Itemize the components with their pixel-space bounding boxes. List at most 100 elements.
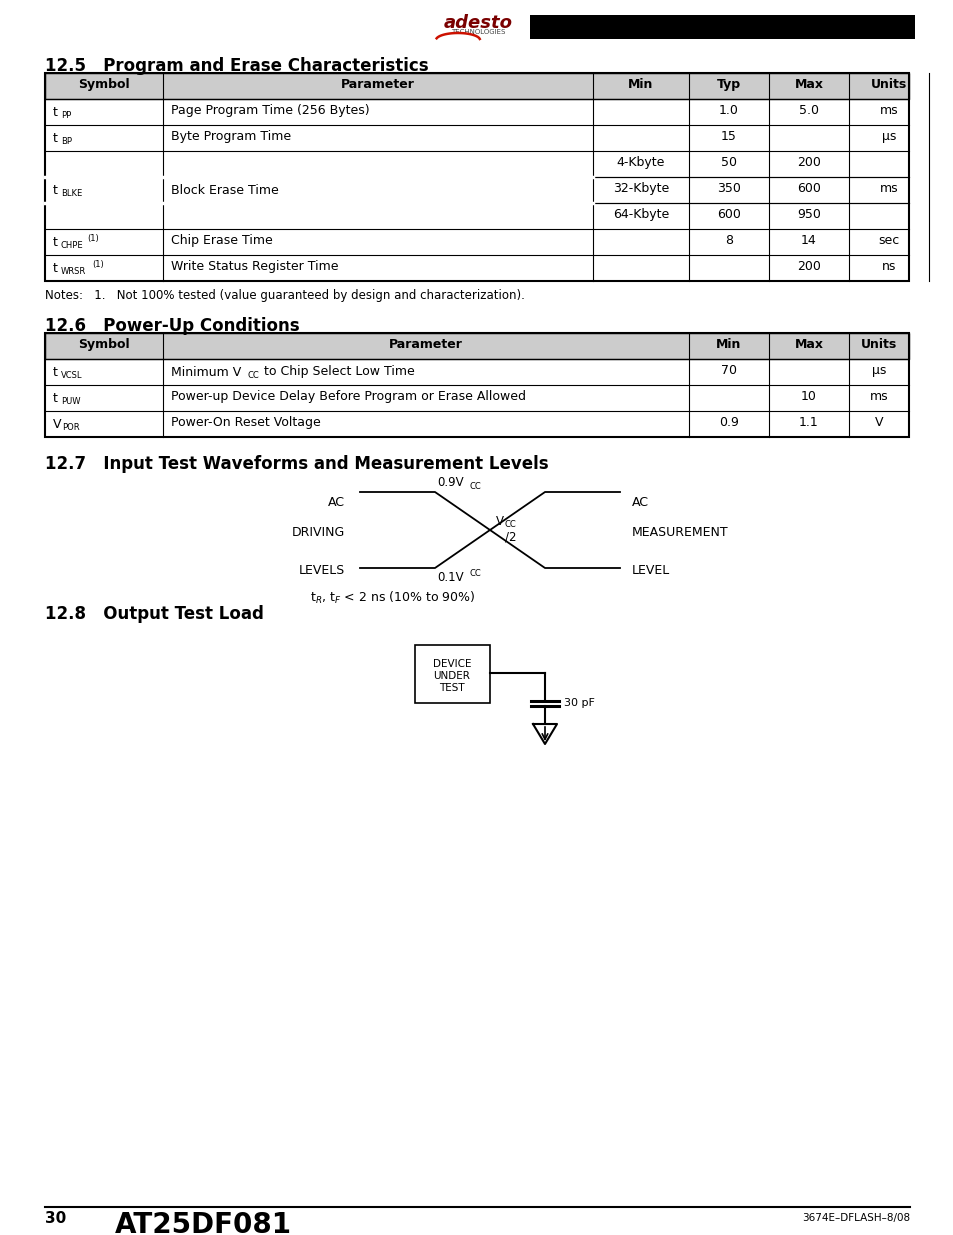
- Text: LEVELS: LEVELS: [298, 564, 345, 577]
- Text: WRSR: WRSR: [61, 267, 86, 275]
- Text: Min: Min: [628, 78, 653, 91]
- Text: PP: PP: [61, 110, 71, 120]
- Text: Block Erase Time: Block Erase Time: [171, 184, 278, 196]
- Text: 30: 30: [45, 1212, 66, 1226]
- Text: CC: CC: [248, 370, 259, 379]
- Text: t: t: [53, 366, 58, 378]
- Text: ms: ms: [869, 390, 887, 403]
- Text: CC: CC: [470, 569, 481, 578]
- Text: ns: ns: [881, 261, 895, 273]
- Text: Max: Max: [794, 338, 822, 351]
- Bar: [45, 333, 908, 359]
- Text: Write Status Register Time: Write Status Register Time: [171, 261, 338, 273]
- Text: 10: 10: [801, 390, 816, 403]
- Text: 32-Kbyte: 32-Kbyte: [612, 182, 668, 195]
- Text: CC: CC: [470, 482, 481, 492]
- Text: Page Program Time (256 Bytes): Page Program Time (256 Bytes): [171, 104, 369, 117]
- Text: MEASUREMENT: MEASUREMENT: [631, 526, 728, 538]
- Text: BLKE: BLKE: [61, 189, 82, 198]
- Text: 12.5   Program and Erase Characteristics: 12.5 Program and Erase Characteristics: [45, 57, 428, 75]
- Text: 14: 14: [801, 233, 816, 247]
- Text: Min: Min: [716, 338, 740, 351]
- Text: µs: µs: [881, 130, 895, 143]
- Text: µs: µs: [871, 364, 885, 377]
- Text: Chip Erase Time: Chip Erase Time: [171, 233, 273, 247]
- Text: sec: sec: [878, 233, 899, 247]
- Text: TECHNOLOGIES: TECHNOLOGIES: [451, 28, 505, 35]
- Bar: [45, 73, 908, 99]
- Text: V: V: [874, 416, 882, 429]
- Text: AT25DF081: AT25DF081: [115, 1212, 292, 1235]
- Text: 12.6   Power-Up Conditions: 12.6 Power-Up Conditions: [45, 317, 299, 335]
- Text: 12.7   Input Test Waveforms and Measurement Levels: 12.7 Input Test Waveforms and Measuremen…: [45, 454, 548, 473]
- Text: Symbol: Symbol: [78, 78, 130, 91]
- Text: t: t: [53, 391, 58, 405]
- Text: 64-Kbyte: 64-Kbyte: [612, 207, 668, 221]
- Text: 1.1: 1.1: [799, 416, 818, 429]
- Text: (1): (1): [91, 261, 104, 269]
- Text: ms: ms: [879, 104, 898, 117]
- Text: AC: AC: [631, 496, 648, 509]
- Text: POR: POR: [62, 422, 79, 431]
- Text: t: t: [53, 236, 58, 248]
- Text: 12.8   Output Test Load: 12.8 Output Test Load: [45, 605, 264, 622]
- Text: Notes:   1.   Not 100% tested (value guaranteed by design and characterization).: Notes: 1. Not 100% tested (value guarant…: [45, 289, 524, 303]
- Text: BP: BP: [61, 137, 71, 146]
- Text: t: t: [53, 131, 58, 144]
- Text: adesto: adesto: [443, 14, 512, 32]
- Text: VCSL: VCSL: [61, 370, 82, 379]
- Text: Max: Max: [794, 78, 822, 91]
- Text: 350: 350: [717, 182, 740, 195]
- Text: Power-On Reset Voltage: Power-On Reset Voltage: [171, 416, 320, 429]
- Bar: [45, 333, 908, 437]
- Text: 200: 200: [796, 261, 821, 273]
- Text: Power-up Device Delay Before Program or Erase Allowed: Power-up Device Delay Before Program or …: [171, 390, 525, 403]
- Bar: [415, 645, 490, 703]
- Text: Byte Program Time: Byte Program Time: [171, 130, 291, 143]
- Text: DRIVING: DRIVING: [292, 526, 345, 538]
- Text: 3674E–DFLASH–8/08: 3674E–DFLASH–8/08: [801, 1213, 909, 1223]
- Text: 0.9V: 0.9V: [436, 475, 463, 489]
- Text: 600: 600: [717, 207, 740, 221]
- Text: LEVEL: LEVEL: [631, 564, 670, 577]
- Text: Minimum V: Minimum V: [171, 366, 241, 378]
- Text: 1.0: 1.0: [719, 104, 739, 117]
- Text: t$_R$, t$_F$ < 2 ns (10% to 90%): t$_R$, t$_F$ < 2 ns (10% to 90%): [310, 590, 475, 606]
- Text: CHPE: CHPE: [61, 241, 84, 249]
- Bar: [530, 15, 914, 40]
- Text: /2: /2: [504, 531, 516, 543]
- Text: 70: 70: [720, 364, 737, 377]
- Text: (1): (1): [87, 235, 99, 243]
- Text: 15: 15: [720, 130, 736, 143]
- Text: Typ: Typ: [717, 78, 740, 91]
- Text: Units: Units: [870, 78, 906, 91]
- Text: V: V: [53, 417, 61, 431]
- Text: to Chip Select Low Time: to Chip Select Low Time: [260, 366, 415, 378]
- Text: 0.9: 0.9: [719, 416, 739, 429]
- Text: ms: ms: [879, 182, 898, 195]
- Text: AC: AC: [328, 496, 345, 509]
- Text: Units: Units: [860, 338, 896, 351]
- Text: 200: 200: [796, 156, 821, 169]
- Text: 50: 50: [720, 156, 737, 169]
- Text: TEST: TEST: [438, 683, 464, 693]
- Text: t: t: [53, 105, 58, 119]
- Text: Parameter: Parameter: [389, 338, 462, 351]
- Text: PUW: PUW: [61, 396, 80, 405]
- Text: Parameter: Parameter: [341, 78, 415, 91]
- Text: t: t: [53, 184, 58, 196]
- Bar: [45, 73, 908, 282]
- Text: 4-Kbyte: 4-Kbyte: [617, 156, 664, 169]
- Text: 950: 950: [796, 207, 821, 221]
- Text: t: t: [53, 262, 58, 274]
- Text: 0.1V: 0.1V: [436, 571, 463, 584]
- Text: 8: 8: [724, 233, 732, 247]
- Text: Symbol: Symbol: [78, 338, 130, 351]
- Text: 600: 600: [796, 182, 821, 195]
- Text: CC: CC: [504, 520, 517, 529]
- Text: 30 pF: 30 pF: [563, 698, 595, 708]
- Text: DEVICE: DEVICE: [433, 659, 471, 669]
- Text: 5.0: 5.0: [799, 104, 818, 117]
- Text: UNDER: UNDER: [433, 671, 470, 680]
- Text: V: V: [496, 515, 503, 529]
